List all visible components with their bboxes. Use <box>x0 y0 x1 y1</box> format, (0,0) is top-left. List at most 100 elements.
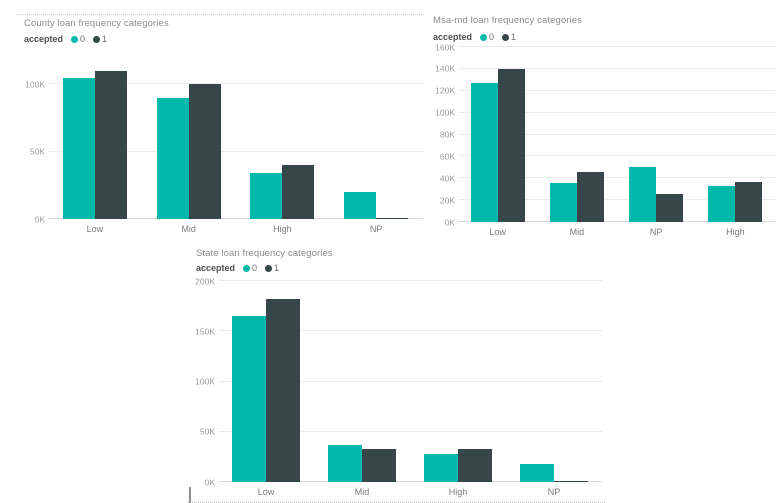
chart-county-loan-frequency: County loan frequency categories accepted… <box>18 14 424 234</box>
legend-item-label: 0 <box>252 263 258 273</box>
bar-group-low <box>458 47 537 222</box>
bar-high-accepted-0[interactable] <box>424 453 458 482</box>
bar-mid-accepted-0[interactable] <box>156 97 189 219</box>
y-axis-tick-label: 100K <box>195 376 215 387</box>
x-axis-line <box>48 218 423 219</box>
y-axis-tick-label: 80K <box>439 129 455 140</box>
bar-np-accepted-0[interactable] <box>520 463 554 482</box>
bar-group-low <box>48 64 142 219</box>
bar-group-mid <box>537 47 616 222</box>
chart-legend: accepted 0 1 <box>24 34 107 44</box>
bar-high-accepted-1[interactable] <box>458 448 492 482</box>
gridline <box>218 430 602 432</box>
x-axis-line <box>218 481 602 482</box>
chart-legend: accepted 0 1 <box>433 32 516 42</box>
x-axis-label-mid: Mid <box>181 224 196 234</box>
y-axis-tick-label: 20K <box>439 194 455 205</box>
bar-group-high <box>696 47 775 222</box>
y-axis-tick-label: 100K <box>25 78 45 89</box>
gridline <box>458 67 775 69</box>
legend-dot-icon <box>93 35 101 43</box>
bar-np-accepted-1[interactable] <box>656 193 684 222</box>
bar-mid-accepted-0[interactable] <box>328 444 362 482</box>
bar-group-high <box>236 64 330 219</box>
x-axis-label-low: Low <box>86 224 104 234</box>
legend-dot-icon <box>71 35 79 43</box>
legend-dot-icon <box>265 264 273 272</box>
bar-low-accepted-0[interactable] <box>62 77 95 219</box>
chart-legend: accepted 0 1 <box>196 263 279 273</box>
gridline <box>458 111 775 113</box>
bar-np-accepted-0[interactable] <box>629 167 657 222</box>
bar-group-np <box>329 64 423 219</box>
x-axis-label-low: Low <box>257 487 275 497</box>
legend-item-1[interactable]: 1 <box>93 34 107 44</box>
bar-low-accepted-1[interactable] <box>497 68 525 222</box>
gridline <box>458 199 775 201</box>
x-axis-label-mid: Mid <box>354 487 370 497</box>
y-axis-tick-label: 60K <box>439 151 455 162</box>
bar-group-np <box>506 281 602 482</box>
bar-low-accepted-0[interactable] <box>470 83 498 222</box>
legend-item-label: 1 <box>102 34 108 44</box>
y-axis-tick-label: 120K <box>435 85 455 96</box>
bar-mid-accepted-0[interactable] <box>549 182 577 222</box>
bar-high-accepted-0[interactable] <box>708 185 736 222</box>
bar-group-high <box>410 281 506 482</box>
chart-title: County loan frequency categories <box>24 18 169 29</box>
x-axis-label-np: NP <box>369 224 383 234</box>
legend-item-label: 1 <box>274 263 280 273</box>
y-axis-tick-label: 0K <box>204 476 215 487</box>
y-axis: 0K 20K 40K 60K 80K 100K 120K 140K 160K <box>432 43 455 226</box>
gridline <box>458 133 775 135</box>
bar-group-low <box>218 281 314 482</box>
legend-item-0[interactable]: 0 <box>71 34 85 44</box>
x-axis-labels: Low Mid High NP <box>48 224 423 234</box>
chart-msa-md-loan-frequency: Msa-md loan frequency categories accepted… <box>432 8 780 246</box>
bar-low-accepted-1[interactable] <box>94 70 127 219</box>
bar-group-mid <box>142 64 236 219</box>
bar-low-accepted-0[interactable] <box>232 316 266 482</box>
bar-mid-accepted-1[interactable] <box>188 84 221 219</box>
legend-title: accepted <box>196 263 236 273</box>
gridline <box>218 380 602 382</box>
y-axis-tick-label: 0K <box>444 216 455 227</box>
legend-title: accepted <box>24 34 64 44</box>
x-axis-labels: Low Mid NP High <box>458 227 775 237</box>
legend-dot-icon <box>480 33 488 41</box>
y-axis-tick-label: 160K <box>435 41 455 52</box>
bar-high-accepted-1[interactable] <box>735 181 763 222</box>
gridline <box>458 155 775 157</box>
bar-np-accepted-1[interactable] <box>376 217 409 219</box>
y-axis-tick-label: 200K <box>195 275 215 286</box>
gridline <box>48 83 423 85</box>
gridline <box>218 330 602 332</box>
bar-group-mid <box>314 281 410 482</box>
bar-groups <box>218 281 602 482</box>
bar-np-accepted-1[interactable] <box>554 481 588 482</box>
x-axis-labels: Low Mid High NP <box>218 487 602 497</box>
legend-item-label: 1 <box>511 32 517 42</box>
gridline <box>48 150 423 152</box>
legend-item-0[interactable]: 0 <box>480 32 494 42</box>
legend-item-1[interactable]: 1 <box>265 263 279 273</box>
legend-item-1[interactable]: 1 <box>502 32 516 42</box>
y-axis: 0K 50K 100K <box>18 64 45 223</box>
x-axis-label-low: Low <box>489 227 506 237</box>
bar-np-accepted-0[interactable] <box>344 192 377 219</box>
bar-mid-accepted-1[interactable] <box>576 171 604 222</box>
y-axis-tick-label: 50K <box>199 426 215 437</box>
gridline <box>218 280 602 281</box>
bar-high-accepted-0[interactable] <box>250 173 283 219</box>
y-axis-tick-label: 0K <box>34 213 45 224</box>
bar-high-accepted-1[interactable] <box>282 165 315 219</box>
plot-area <box>218 280 602 482</box>
bar-group-np <box>617 47 696 222</box>
bar-mid-accepted-1[interactable] <box>362 448 396 482</box>
legend-item-0[interactable]: 0 <box>243 263 257 273</box>
x-axis-label-high: High <box>726 227 745 237</box>
bar-low-accepted-1[interactable] <box>266 299 300 482</box>
y-axis-tick-label: 100K <box>435 107 455 118</box>
x-axis-label-high: High <box>273 224 292 234</box>
